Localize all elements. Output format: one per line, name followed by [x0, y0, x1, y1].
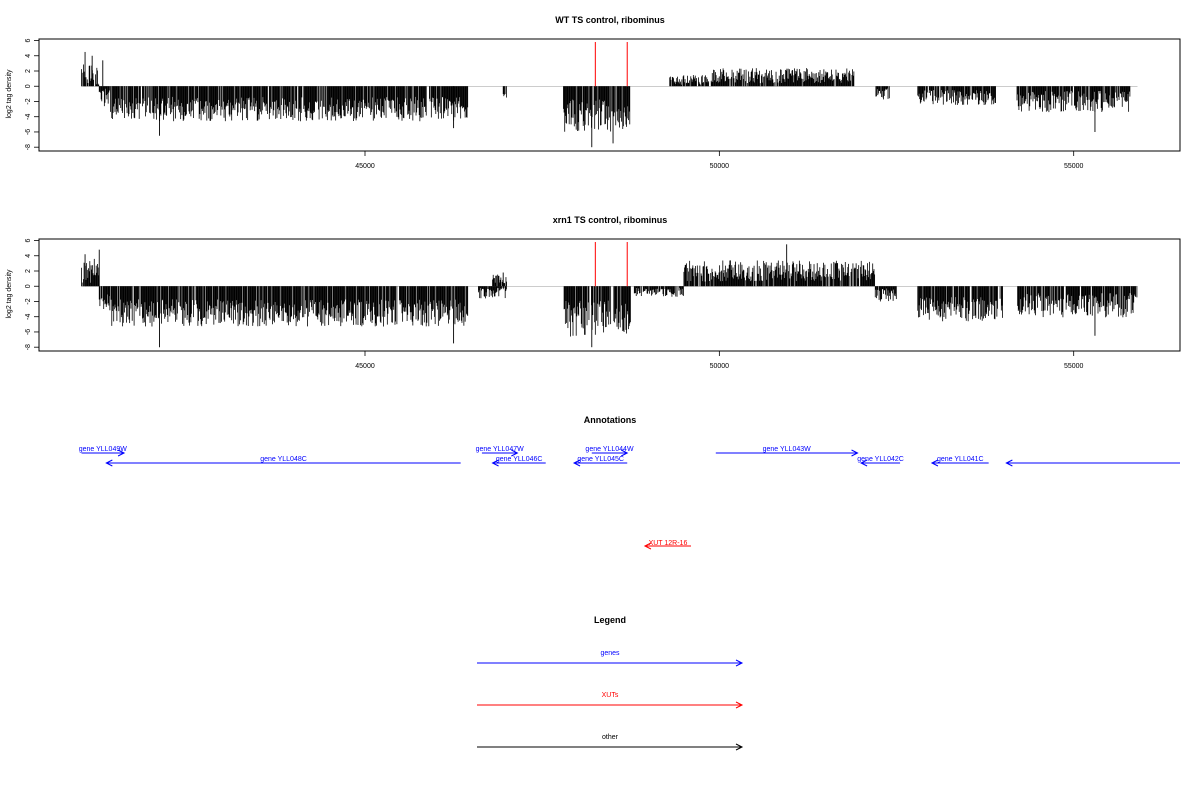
y-tick-label: 0 [25, 284, 32, 288]
gene-arrow [1005, 459, 1180, 467]
panel-title: xrn1 TS control, ribominus [553, 215, 668, 225]
region-markers [594, 242, 628, 287]
legend: Legend genes XUTs other [477, 615, 744, 751]
y-tick-label: 2 [25, 269, 32, 273]
y-axis-label: log2 tag density [6, 269, 13, 319]
density-bars [81, 51, 1138, 148]
y-tick-label: -2 [25, 298, 32, 304]
y-tick-label: -4 [25, 114, 32, 120]
y-tick-label: 4 [25, 54, 32, 58]
legend-item-label: genes [600, 650, 620, 657]
gene-label: gene YLL045C [577, 456, 624, 463]
y-axis: 6 4 2 0 -2 -4 -6 -8 [25, 38, 39, 150]
y-axis: 6 4 2 0 -2 -4 -6 -8 [25, 238, 39, 350]
xut-arrow: XUT 12R-16 [643, 540, 691, 550]
plot-frame [38, 238, 1181, 352]
y-tick-label: -8 [25, 344, 32, 350]
gene-arrow: gene YLL049W [79, 446, 128, 457]
y-axis-label: log2 tag density [6, 69, 13, 119]
gene-arrows: gene YLL049W gene YLL048C gene YLL047W gene… [79, 446, 1180, 467]
legend-item-label: XUTs [602, 692, 619, 699]
x-tick-label: 55000 [1064, 363, 1084, 370]
wt-ts-control-panel: WT TS control, ribominus log2 tag densit… [6, 15, 1181, 170]
plot-frame [38, 38, 1181, 152]
gene-label: gene YLL046C [496, 456, 543, 463]
gene-arrow: gene YLL048C [105, 456, 461, 467]
gene-arrow: gene YLL044W [585, 446, 634, 457]
y-tick-label: -4 [25, 314, 32, 320]
gene-arrow: gene YLL043W [715, 446, 859, 457]
gene-label: gene YLL047W [476, 446, 525, 453]
gene-label: gene YLL041C [937, 456, 984, 463]
legend-title: Legend [594, 615, 626, 625]
legend-item-label: other [602, 734, 619, 741]
legend-item: other [477, 734, 744, 751]
gene-arrow: gene YLL047W [476, 446, 525, 457]
xut-label: XUT 12R-16 [649, 540, 688, 547]
y-tick-label: -8 [25, 144, 32, 150]
x-axis: 45000 50000 55000 [355, 351, 1084, 370]
xut-arrows: XUT 12R-16 [643, 540, 691, 550]
y-tick-label: -6 [25, 329, 32, 335]
density-bars [81, 244, 1138, 348]
x-tick-label: 50000 [710, 363, 730, 370]
x-tick-label: 45000 [355, 363, 375, 370]
x-tick-label: 50000 [710, 163, 730, 170]
legend-item: genes [477, 650, 744, 667]
y-tick-label: -2 [25, 98, 32, 104]
annotations-title: Annotations [584, 415, 637, 425]
gene-arrow: gene YLL041C [930, 456, 989, 467]
x-tick-label: 45000 [355, 163, 375, 170]
y-tick-label: 6 [25, 238, 32, 242]
gene-label: gene YLL049W [79, 446, 128, 453]
x-tick-label: 55000 [1064, 163, 1084, 170]
legend-items: genes XUTs other [477, 650, 744, 751]
y-tick-label: 4 [25, 254, 32, 258]
gene-label: gene YLL048C [260, 456, 307, 463]
y-tick-label: 6 [25, 38, 32, 42]
panel-title: WT TS control, ribominus [555, 15, 665, 25]
region-markers [594, 42, 628, 87]
gene-label: gene YLL042C [857, 456, 904, 463]
gene-arrow: gene YLL046C [491, 456, 546, 467]
gene-label: gene YLL043W [763, 446, 812, 453]
x-axis: 45000 50000 55000 [355, 151, 1084, 170]
xrn1-ts-control-panel: xrn1 TS control, ribominus log2 tag dens… [6, 215, 1181, 370]
y-tick-label: -6 [25, 129, 32, 135]
gene-label: gene YLL044W [585, 446, 634, 453]
legend-item: XUTs [477, 692, 744, 709]
gene-arrow: gene YLL045C [572, 456, 628, 467]
y-tick-label: 0 [25, 84, 32, 88]
gene-arrow: gene YLL042C [857, 456, 904, 467]
y-tick-label: 2 [25, 69, 32, 73]
